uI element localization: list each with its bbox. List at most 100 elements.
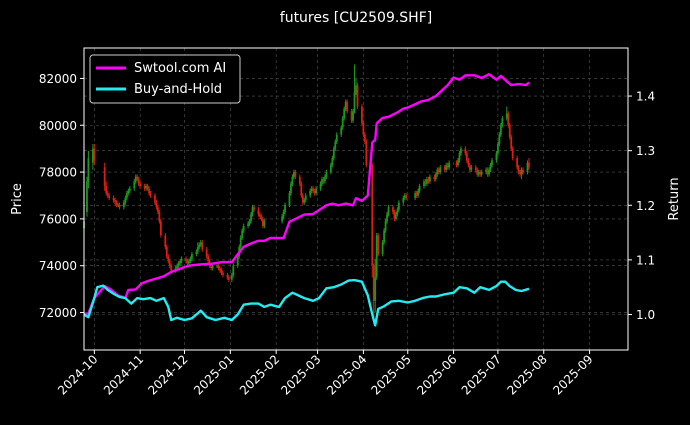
candle [477,169,480,177]
candle-body [448,162,451,168]
candle [414,190,417,201]
series-line-buyhold [83,278,530,327]
candle-body [133,181,136,189]
candle [179,258,181,266]
candle-body [352,111,354,121]
candle-body [261,218,264,226]
candle-body [375,235,378,278]
candle-body [365,141,368,166]
candle-body [402,197,405,203]
candle [526,160,529,175]
candle-body [284,204,286,212]
candle-body [467,160,470,166]
candle [196,242,199,255]
candle-body [177,263,180,266]
candle [165,244,168,259]
candle [434,172,437,182]
candle [164,232,167,250]
candle [155,200,158,210]
candle [387,204,390,217]
candle [319,181,322,191]
candle [476,167,479,177]
candle [372,263,375,322]
candle [312,186,315,194]
candle [443,165,446,173]
candle-body [189,258,192,262]
candle-body [476,169,479,175]
candle [139,181,142,189]
candle [106,190,109,198]
candle-body [436,169,439,175]
candle-body [526,162,529,173]
y2-axis-label: Return [667,177,682,220]
candle [304,193,307,203]
candle [331,155,334,168]
candle [427,176,430,184]
candle [114,197,116,205]
candle-body [219,268,221,271]
candle-body [485,169,487,173]
candle-body [427,179,430,182]
candle [511,146,514,161]
candle [321,176,323,187]
candle-body [112,197,115,201]
candle-body [460,148,462,154]
candle-body [207,256,210,262]
candle-body [143,186,146,189]
candle-body [446,165,449,168]
candle [222,270,224,278]
candle [300,181,303,198]
candle-body [341,118,344,128]
candle-body [363,134,366,142]
candle-body [423,181,425,187]
candle [362,120,365,137]
candle-body [230,275,233,280]
candle-body [205,249,208,257]
candle-body [393,211,396,219]
candle [467,158,470,168]
candle-body [186,261,189,264]
candle-body [294,172,297,177]
candle-body [211,265,214,269]
candle-body [501,118,504,126]
candle [439,165,442,175]
candle-body [310,188,313,191]
candle-body [134,176,137,182]
candle-body [91,148,94,163]
candle [402,195,405,205]
candle [508,122,511,140]
candle-body [498,134,501,144]
candle [313,188,316,196]
candle-body [281,216,283,222]
candle-body [332,148,335,159]
candle [322,176,325,184]
candle [159,218,162,238]
candle-body [479,172,482,175]
candle-body [474,167,477,170]
candle [230,272,233,283]
candle [371,162,374,278]
candle [232,263,235,278]
candle-body [445,165,448,170]
candle [429,174,431,184]
candle-body [346,101,349,112]
candle [395,211,397,222]
candle [510,134,513,152]
candle [340,125,343,137]
candle-layer [83,64,530,322]
candle-body [443,167,446,170]
candle-body [329,165,332,173]
candle-body [217,265,220,269]
candle-body [108,195,111,198]
candle-body [298,176,301,184]
candle-body [312,188,315,191]
candle [303,197,306,205]
candle-body [127,190,130,194]
candle [251,204,254,217]
candle-body [489,165,492,170]
candle-body [242,225,245,231]
candle [445,162,448,173]
candle [217,263,220,271]
